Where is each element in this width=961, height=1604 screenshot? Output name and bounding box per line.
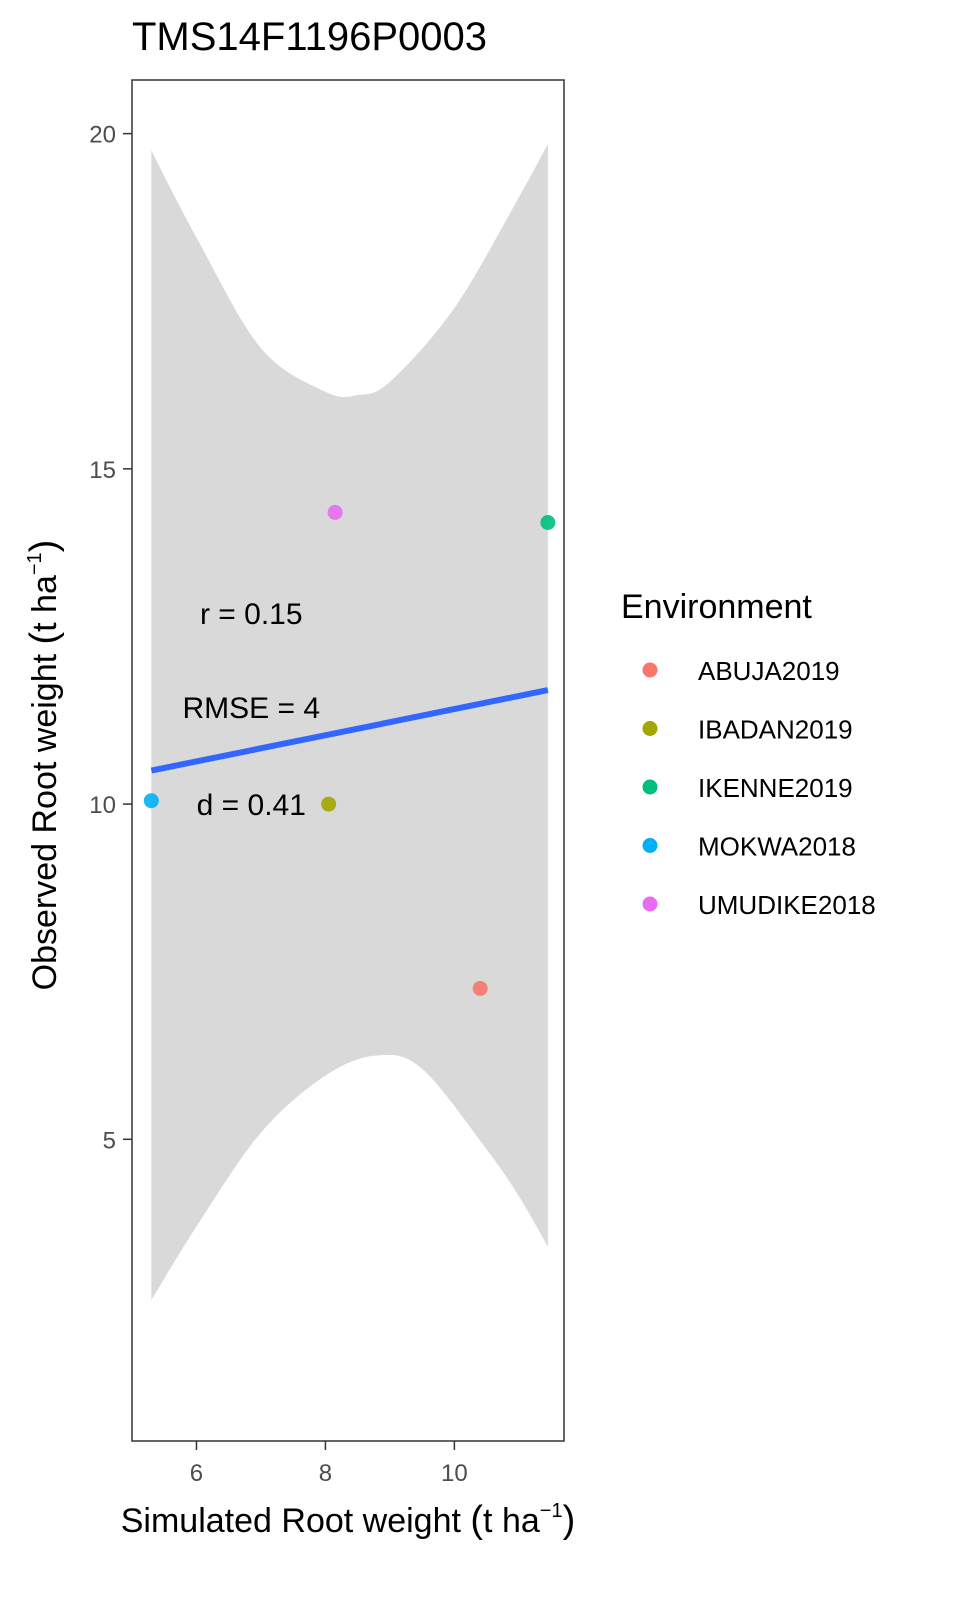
legend: Environment ABUJA2019 IBADAN2019 IKENNE201… — [621, 588, 876, 920]
stats-annotations: r = 0.15 RMSE = 4 d = 0.41 — [183, 598, 321, 822]
legend-label-ikenne2019: IKENNE2019 — [698, 773, 853, 803]
x-axis-unit-exponent: −1 — [540, 1500, 563, 1522]
stat-annotation-3: d = 0.41 — [197, 789, 306, 822]
y-axis-title: Observed Root weight (t ha−1) — [23, 540, 65, 991]
y-axis: 5 10 15 20 — [89, 122, 132, 1154]
x-axis-unit: t ha — [483, 1502, 540, 1540]
x-tick-label: 8 — [319, 1460, 332, 1487]
y-axis-unit: t ha — [26, 575, 64, 632]
x-tick-label: 6 — [190, 1460, 203, 1487]
legend-title: Environment — [621, 588, 812, 626]
regression-line — [150, 687, 549, 774]
plot-area: r = 0.15 RMSE = 4 d = 0.41 — [131, 79, 565, 1442]
y-tick-label: 20 — [89, 122, 116, 149]
y-tick-label: 15 — [89, 457, 116, 484]
chart-title: TMS14F1196P0003 — [132, 15, 487, 59]
legend-items: ABUJA2019 IBADAN2019 IKENNE2019 MOKWA2018 UM… — [642, 656, 876, 920]
point-abuja2019 — [472, 980, 488, 996]
stat-annotation-2: RMSE = 4 — [183, 692, 321, 725]
legend-key-ibadan2019 — [642, 721, 658, 736]
legend-key-abuja2019 — [642, 662, 658, 678]
legend-label-mokwa2018: MOKWA2018 — [698, 832, 856, 862]
legend-label-ibadan2019: IBADAN2019 — [698, 715, 853, 745]
legend-label-abuja2019: ABUJA2019 — [698, 656, 840, 686]
x-tick-label: 10 — [441, 1460, 468, 1487]
point-mokwa2018 — [143, 793, 159, 809]
legend-key-umudike2018 — [642, 896, 658, 912]
stat-annotation-1: r = 0.15 — [200, 598, 303, 631]
x-axis: 6 8 10 — [190, 1441, 468, 1487]
y-axis-label: Observed Root weight — [26, 653, 64, 990]
legend-key-mokwa2018 — [642, 838, 658, 853]
y-axis-unit-exponent: −1 — [24, 552, 46, 575]
legend-label-umudike2018: UMUDIKE2018 — [698, 890, 876, 920]
y-tick-label: 10 — [89, 792, 116, 819]
y-tick-label: 5 — [103, 1127, 116, 1154]
legend-key-ikenne2019 — [642, 779, 658, 795]
point-umudike2018 — [327, 504, 343, 520]
point-ikenne2019 — [540, 514, 556, 530]
confidence-band — [151, 143, 548, 1301]
point-ibadan2019 — [321, 796, 337, 812]
x-axis-label: Simulated Root weight — [121, 1502, 462, 1540]
panel-border — [131, 79, 565, 1442]
x-axis-title: Simulated Root weight (t ha−1) — [121, 1499, 575, 1541]
data-points — [143, 504, 556, 996]
